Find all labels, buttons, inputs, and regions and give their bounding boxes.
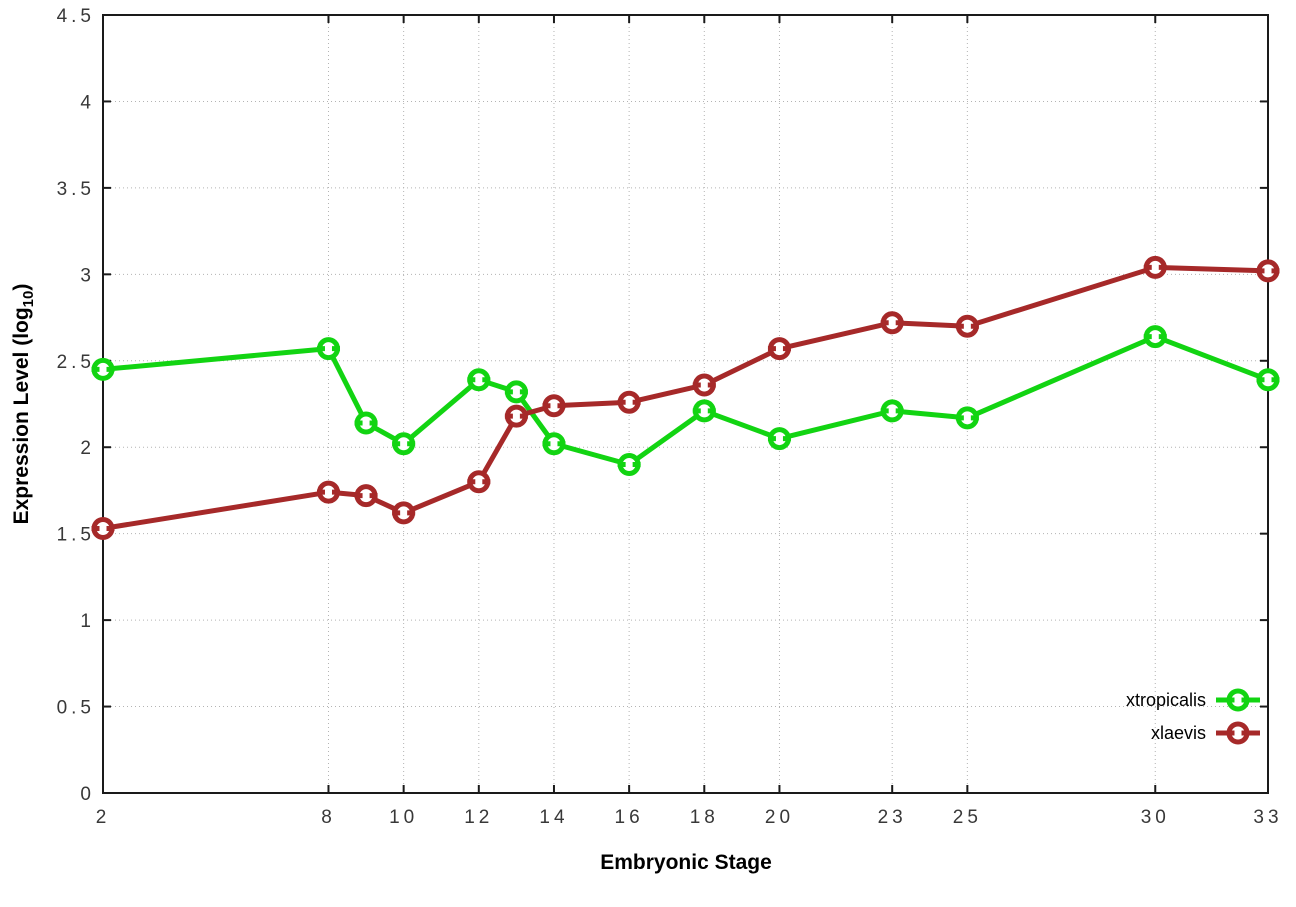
y-axis-title: Expression Level (log10) — [10, 284, 37, 525]
data-point-marker — [1143, 325, 1167, 349]
data-point-marker — [767, 427, 791, 451]
x-tick-label: 2 — [96, 807, 111, 828]
y-tick-label: 3.5 — [57, 179, 95, 200]
data-point-marker — [542, 432, 566, 456]
x-tick-label: 23 — [878, 807, 907, 828]
data-point-marker — [91, 516, 115, 540]
data-point-marker — [354, 484, 378, 508]
data-point-marker — [504, 404, 528, 428]
legend-label-xtropicalis: xtropicalis — [1126, 690, 1206, 710]
y-axis-title-subscript: 10 — [20, 291, 37, 308]
legend-label-xlaevis: xlaevis — [1151, 723, 1206, 743]
data-point-marker — [617, 390, 641, 414]
x-tick-label: 20 — [765, 807, 794, 828]
data-point-marker — [880, 399, 904, 423]
y-tick-label: 2 — [80, 438, 95, 459]
data-point-marker — [880, 311, 904, 335]
data-point-marker — [1226, 721, 1250, 745]
x-tick-label: 16 — [615, 807, 644, 828]
data-point-marker — [767, 337, 791, 361]
x-tick-labels: 2 8 10 12 14 16 18 20 23 25 30 33 — [96, 807, 1282, 828]
data-point-marker — [1256, 368, 1280, 392]
series-line-xlaevis — [102, 264, 1269, 531]
x-tick-label: 8 — [321, 807, 336, 828]
data-point-marker — [354, 411, 378, 435]
series-line-xtropicalis — [102, 334, 1269, 468]
data-point-marker — [542, 394, 566, 418]
series-xlaevis — [91, 255, 1280, 540]
data-point-marker — [467, 368, 491, 392]
data-point-marker — [316, 337, 340, 361]
data-point-marker — [692, 399, 716, 423]
y-tick-label: 4.5 — [57, 6, 95, 27]
y-tick-label: 0 — [80, 784, 95, 805]
gridlines — [103, 15, 1268, 793]
y-tick-label: 4 — [80, 92, 95, 113]
data-point-marker — [1143, 255, 1167, 279]
y-axis-title-main: Expression Level (log — [10, 307, 33, 524]
axis-ticks — [102, 14, 1269, 794]
data-series — [91, 255, 1280, 540]
plot-border — [102, 14, 1269, 794]
y-tick-label: 0.5 — [57, 698, 95, 719]
data-point-marker — [1256, 259, 1280, 283]
data-point-marker — [316, 480, 340, 504]
x-axis-title: Embryonic Stage — [600, 851, 772, 874]
series-xtropicalis — [91, 325, 1280, 477]
x-tick-label: 18 — [690, 807, 719, 828]
data-point-marker — [392, 501, 416, 525]
x-tick-label: 33 — [1253, 807, 1282, 828]
x-tick-label: 30 — [1141, 807, 1170, 828]
data-point-marker — [617, 453, 641, 477]
legend: xtropicalis xlaevis — [1126, 688, 1260, 745]
data-point-marker — [955, 314, 979, 338]
data-point-marker — [504, 380, 528, 404]
x-tick-label: 14 — [539, 807, 568, 828]
x-tick-label: 12 — [464, 807, 493, 828]
data-point-marker — [467, 470, 491, 494]
y-tick-label: 2.5 — [57, 352, 95, 373]
y-tick-label: 3 — [80, 265, 95, 286]
data-point-marker — [392, 432, 416, 456]
data-point-marker — [692, 373, 716, 397]
y-tick-label: 1.5 — [57, 525, 95, 546]
y-tick-labels: 0 0.5 1 1.5 2 2.5 3 3.5 4 4.5 — [57, 6, 95, 805]
data-point-marker — [91, 357, 115, 381]
y-tick-label: 1 — [80, 611, 95, 632]
data-point-marker — [1226, 688, 1250, 712]
x-tick-label: 25 — [953, 807, 982, 828]
y-axis-title-close: ) — [10, 284, 33, 291]
legend-row-xtropicalis: xtropicalis — [1126, 688, 1260, 712]
x-tick-label: 10 — [389, 807, 418, 828]
data-point-marker — [955, 406, 979, 430]
legend-row-xlaevis: xlaevis — [1151, 721, 1260, 745]
